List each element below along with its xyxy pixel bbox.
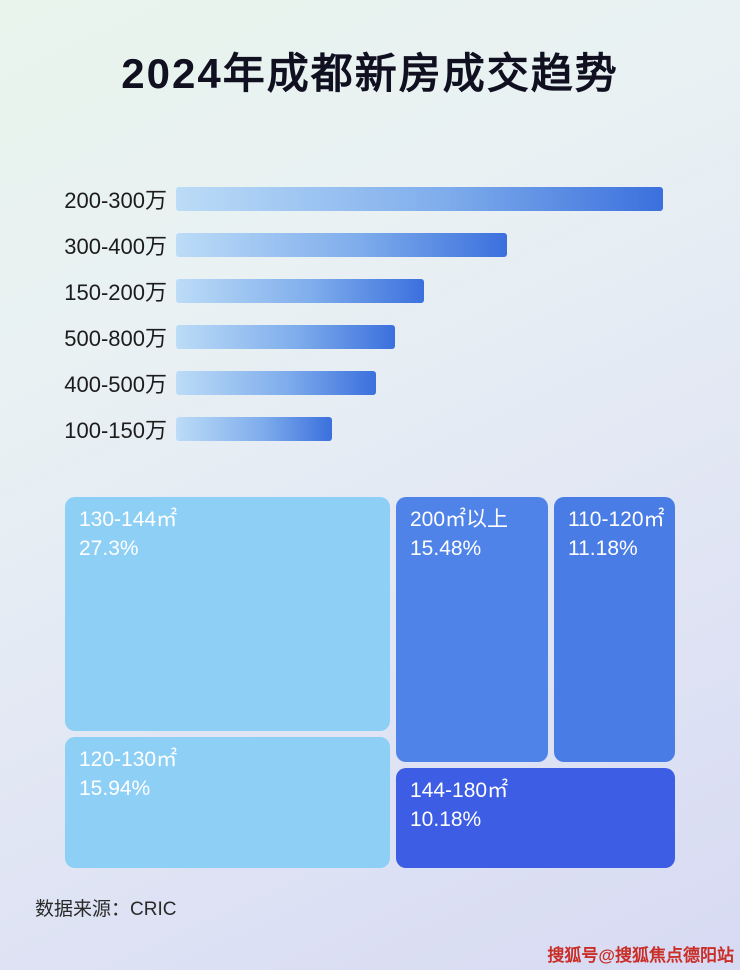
bar-fill: [176, 279, 425, 303]
page-title: 2024年成都新房成交趋势: [121, 50, 619, 97]
bar-fill: [176, 187, 663, 211]
bar-category-label: 500-800万: [64, 326, 167, 351]
bar-track: [176, 233, 663, 257]
treemap-label: 130-144㎡: [79, 508, 178, 531]
bar-row: 300-400万: [55, 222, 685, 268]
treemap-block-200-plus: 200㎡以上 15.48%: [396, 497, 548, 762]
bar-row: 100-150万: [55, 406, 685, 452]
treemap-label: 144-180㎡: [410, 779, 509, 802]
bar-row: 200-300万: [55, 176, 685, 222]
treemap-value: 10.18%: [410, 808, 482, 832]
treemap-value: 11.18%: [568, 537, 638, 561]
bar-row: 500-800万: [55, 314, 685, 360]
treemap-label: 120-130㎡: [79, 748, 178, 771]
watermark: 搜狐号@搜狐焦点德阳站: [547, 946, 734, 965]
bar-track: [176, 279, 663, 303]
treemap-block-130-144: 130-144㎡ 27.3%: [65, 497, 390, 731]
treemap-block-144-180: 144-180㎡ 10.18%: [396, 768, 675, 868]
bar-row: 150-200万: [55, 268, 685, 314]
bar-track: [176, 325, 663, 349]
bar-fill: [176, 325, 396, 349]
treemap-block-120-130: 120-130㎡ 15.94%: [65, 737, 390, 868]
bar-category-label: 150-200万: [64, 280, 167, 305]
bar-fill: [176, 233, 508, 257]
bar-category-label: 300-400万: [64, 234, 167, 259]
bar-track: [176, 371, 663, 395]
bar-category-label: 100-150万: [64, 418, 167, 443]
bar-fill: [176, 417, 332, 441]
bar-row: 400-500万: [55, 360, 685, 406]
treemap-label: 110-120㎡: [568, 508, 665, 531]
treemap-label: 200㎡以上: [410, 508, 509, 531]
bar-category-label: 200-300万: [64, 188, 167, 213]
bar-fill: [176, 371, 376, 395]
bar-category-label: 400-500万: [64, 372, 167, 397]
data-source-label: 数据来源：CRIC: [35, 899, 177, 920]
treemap-value: 15.48%: [410, 537, 482, 561]
price-band-bar-chart: 200-300万 300-400万 150-200万 500-800万 400-…: [55, 176, 685, 452]
treemap-block-110-120: 110-120㎡ 11.18%: [554, 497, 675, 762]
bar-track: [176, 417, 663, 441]
bar-track: [176, 187, 663, 211]
treemap-value: 15.94%: [79, 777, 151, 801]
treemap-value: 27.3%: [79, 537, 139, 561]
